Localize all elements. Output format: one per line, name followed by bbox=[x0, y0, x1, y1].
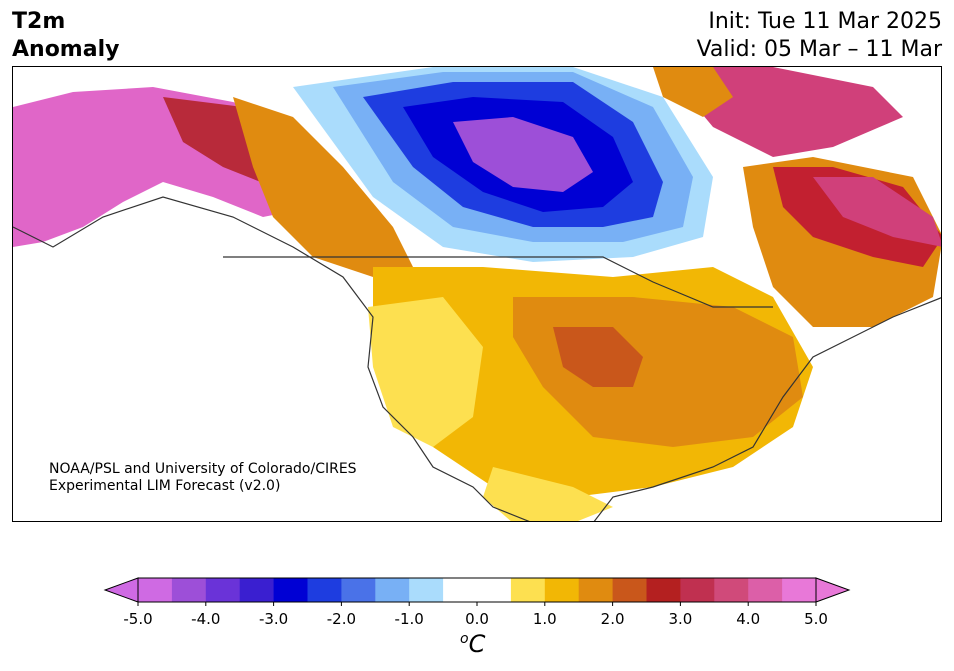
map-canvas bbox=[13, 67, 941, 521]
colorbar-segment bbox=[409, 578, 444, 602]
colorbar-segment bbox=[748, 578, 783, 602]
colorbar-tick-label: 4.0 bbox=[736, 610, 760, 628]
colorbar-segment bbox=[578, 578, 614, 602]
colorbar-tick-label: -3.0 bbox=[259, 610, 288, 628]
colorbar-segment bbox=[680, 578, 715, 602]
colorbar-unit: oC bbox=[460, 630, 485, 658]
colorbar-segment bbox=[782, 578, 817, 602]
map-title: T2m Anomaly bbox=[12, 9, 120, 62]
degree-symbol: o bbox=[460, 631, 469, 647]
colorbar-segment bbox=[477, 578, 512, 602]
anomaly-map bbox=[12, 66, 942, 522]
coastline-east bbox=[593, 297, 941, 521]
colorbar-min-arrow bbox=[103, 577, 139, 603]
boundaries bbox=[13, 196, 941, 521]
colorbar-tick-label: 0.0 bbox=[465, 610, 489, 628]
valid-range: Valid: 05 Mar – 11 Mar bbox=[696, 37, 942, 62]
colorbar-tick-label: -1.0 bbox=[395, 610, 424, 628]
colorbar-segment bbox=[307, 578, 342, 602]
colorbar-segment bbox=[544, 578, 580, 602]
cold-core-violet bbox=[453, 117, 593, 192]
colorbar-tick-label: -4.0 bbox=[191, 610, 220, 628]
us-darkorange bbox=[553, 327, 643, 387]
colorbar-tick-label: 2.0 bbox=[601, 610, 625, 628]
credit-text: NOAA/PSL and University of Colorado/CIRE… bbox=[49, 461, 357, 495]
colorbar-segment bbox=[646, 578, 681, 602]
colorbar-max-arrow bbox=[815, 577, 851, 603]
colorbar-segment bbox=[205, 578, 241, 602]
colorbar-segments bbox=[103, 577, 851, 603]
labrador-magenta bbox=[813, 177, 941, 247]
gulf-yellow bbox=[483, 467, 613, 521]
colorbar-tick-label: 5.0 bbox=[804, 610, 828, 628]
colorbar-segment bbox=[171, 578, 207, 602]
colorbar-segment bbox=[510, 578, 546, 602]
west-yellow bbox=[368, 297, 483, 447]
shaded-regions bbox=[13, 67, 941, 521]
colorbar: -5.0 -4.0 -3.0 -2.0 -1.0 0.0 1.0 2.0 3.0 4.0 5.0 bbox=[103, 577, 851, 628]
colorbar-segment bbox=[138, 578, 173, 602]
us-canada-border bbox=[223, 256, 773, 308]
colorbar-segment bbox=[375, 578, 410, 602]
init-date: Init: Tue 11 Mar 2025 bbox=[708, 9, 942, 34]
colorbar-segment bbox=[714, 578, 749, 602]
coastline-west bbox=[13, 196, 530, 521]
colorbar-tick-label: -2.0 bbox=[327, 610, 356, 628]
greenland-orange bbox=[653, 67, 733, 117]
colorbar-tick-label: -5.0 bbox=[123, 610, 152, 628]
colorbar-segment bbox=[239, 578, 275, 602]
colorbar-tick-label: 3.0 bbox=[668, 610, 692, 628]
forecast-dates: Init: Tue 11 Mar 2025 Valid: 05 Mar – 11… bbox=[697, 8, 942, 64]
credit-line-2: Experimental LIM Forecast (v2.0) bbox=[49, 478, 281, 494]
colorbar-segment bbox=[273, 578, 308, 602]
unit-letter: C bbox=[468, 630, 486, 658]
colorbar-ticks: -5.0 -4.0 -3.0 -2.0 -1.0 0.0 1.0 2.0 3.0 4.0 5.0 bbox=[123, 602, 828, 628]
credit-line-1: NOAA/PSL and University of Colorado/CIRE… bbox=[49, 461, 357, 477]
colorbar-segment bbox=[341, 578, 376, 602]
west-canada-warm bbox=[233, 97, 413, 277]
colorbar-segment bbox=[612, 578, 647, 602]
colorbar-tick-label: 1.0 bbox=[533, 610, 557, 628]
colorbar-segment bbox=[443, 578, 478, 602]
